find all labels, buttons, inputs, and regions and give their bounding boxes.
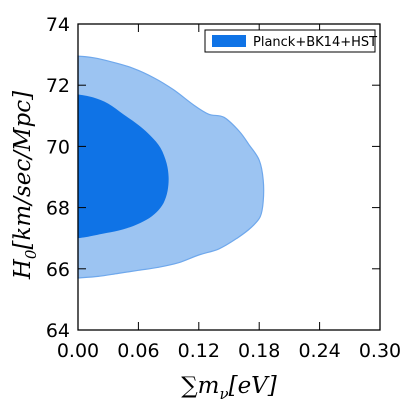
y-tick-label: 74 [46,14,70,36]
legend-swatch [212,35,246,47]
x-tick-label: 0.12 [178,340,220,362]
x-tick-label: 0.00 [57,340,99,362]
x-axis-label: ∑mν[eV] [181,373,277,403]
plot-area [77,55,265,279]
plot-frame [77,23,381,331]
y-axis-label: H0[km/sec/Mpc] [10,91,40,280]
y-tick-label: 70 [46,136,70,158]
legend-label: Planck+BK14+HST [253,35,377,50]
legend: Planck+BK14+HST [204,29,377,53]
y-tick-label: 68 [46,198,70,220]
axes: 0.00 0.06 0.12 0.18 0.24 0.30 64 66 68 70 72 74 [46,14,401,362]
legend-box [204,29,376,53]
x-tick-label: 0.24 [298,340,340,362]
x-tick-label: 0.06 [117,340,159,362]
x-tick-label: 0.30 [359,340,401,362]
axis-labels: ∑mν[eV] H0[km/sec/Mpc] [10,91,277,403]
y-tick-label: 64 [46,320,70,342]
y-tick-label: 66 [46,259,70,281]
contour-68-region [78,94,169,239]
x-tick-label: 0.18 [238,340,280,362]
y-tick-label: 72 [46,75,70,97]
